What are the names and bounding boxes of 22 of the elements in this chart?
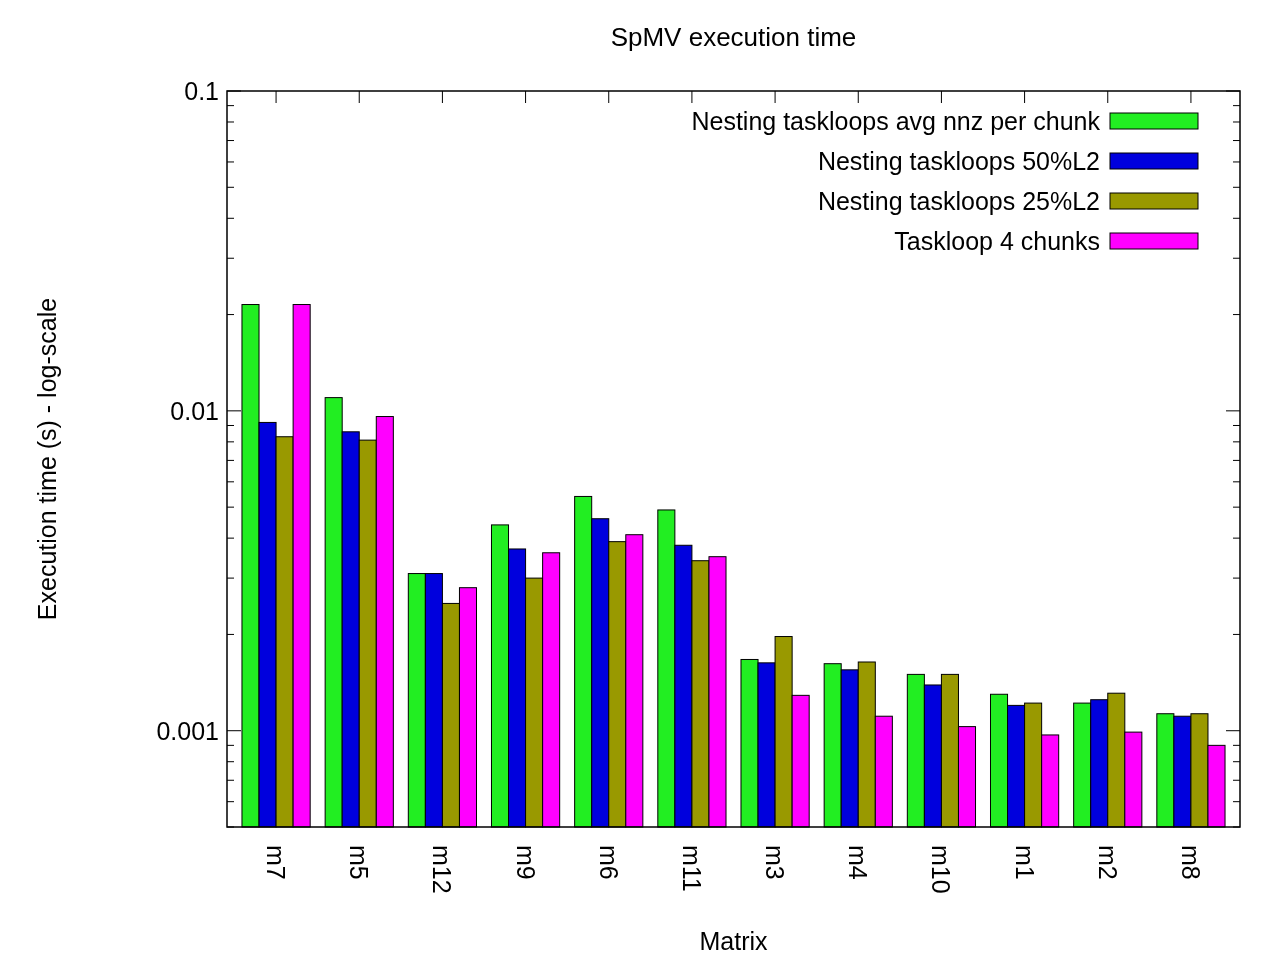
x-tick-label: m10 (927, 845, 956, 894)
y-tick-label: 0.01 (170, 396, 219, 425)
x-tick-label: m7 (262, 845, 291, 880)
legend-label: Nesting taskloops 25%L2 (817, 187, 1100, 215)
legend-label: Nesting taskloops avg nnz per chunk (691, 107, 1101, 135)
x-tick-label: m9 (511, 845, 540, 880)
x-tick-label: m12 (428, 845, 457, 894)
x-tick-label: m2 (1093, 845, 1122, 880)
chart-title: SpMV execution time (610, 22, 857, 52)
x-axis-title: Matrix (699, 927, 769, 955)
y-tick-label: 0.1 (184, 77, 219, 105)
legend-label: Nesting taskloops 50%L2 (817, 147, 1100, 175)
x-tick-label: m1 (1010, 845, 1039, 880)
x-tick-label: m6 (594, 845, 623, 880)
x-tick-label: m4 (844, 845, 873, 880)
y-tick-label: 0.001 (156, 716, 219, 745)
legend-label: Taskloop 4 chunks (894, 227, 1100, 255)
x-tick-label: m8 (1176, 845, 1205, 880)
x-tick-label: m11 (677, 845, 706, 892)
x-tick-label: m3 (761, 845, 790, 880)
y-axis-title: Execution time (s) - log-scale (33, 297, 61, 621)
x-tick-label: m5 (345, 845, 374, 880)
